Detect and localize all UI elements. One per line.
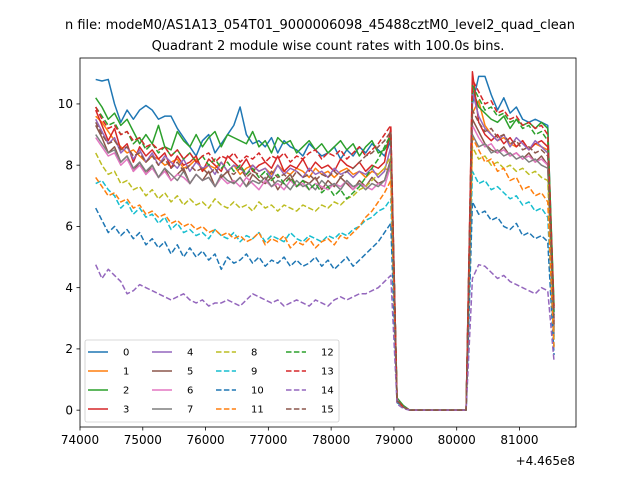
series-line-7 bbox=[95, 133, 555, 411]
legend-label-8: 8 bbox=[251, 348, 257, 359]
axes-frame bbox=[79, 57, 577, 428]
legend-label-13: 13 bbox=[321, 367, 334, 378]
figure-suptitle: n file: modeM0/AS1A13_054T01_9000006098_… bbox=[65, 18, 575, 33]
legend-label-9: 9 bbox=[251, 367, 257, 378]
y-tick-label: 8 bbox=[65, 158, 73, 172]
legend-label-14: 14 bbox=[321, 386, 334, 397]
legend-label-12: 12 bbox=[321, 348, 334, 359]
series-line-2 bbox=[95, 87, 555, 411]
y-tick-label: 2 bbox=[65, 342, 73, 356]
legend-label-1: 1 bbox=[123, 367, 129, 378]
legend-label-10: 10 bbox=[251, 386, 264, 397]
series-line-13 bbox=[95, 78, 555, 411]
series-line-8 bbox=[95, 146, 555, 411]
x-axis: 74000 75000 76000 77000 78000 79000 80000 81000 bbox=[61, 427, 539, 447]
series-line-4 bbox=[95, 90, 555, 411]
legend-label-7: 7 bbox=[187, 405, 193, 416]
x-tick-label: 75000 bbox=[124, 433, 162, 447]
series-line-11 bbox=[95, 136, 555, 411]
x-tick-label: 77000 bbox=[249, 433, 287, 447]
legend-label-3: 3 bbox=[123, 405, 129, 416]
series-line-10 bbox=[95, 201, 555, 411]
x-tick-label: 81000 bbox=[500, 433, 538, 447]
series-line-0 bbox=[95, 75, 555, 411]
legend-box bbox=[84, 339, 340, 423]
legend-label-4: 4 bbox=[187, 348, 193, 359]
series-line-15 bbox=[95, 109, 555, 411]
legend-label-5: 5 bbox=[187, 367, 193, 378]
y-tick-label: 4 bbox=[65, 281, 73, 295]
series-line-6 bbox=[95, 124, 555, 411]
y-tick-label: 6 bbox=[65, 220, 73, 234]
y-axis: 0 2 4 6 8 10 bbox=[58, 97, 80, 417]
x-tick-label: 79000 bbox=[375, 433, 413, 447]
legend-label-2: 2 bbox=[123, 386, 129, 397]
x-tick-label: 80000 bbox=[438, 433, 476, 447]
legend-label-0: 0 bbox=[123, 348, 129, 359]
legend-label-6: 6 bbox=[187, 386, 193, 397]
legend-label-15: 15 bbox=[321, 405, 334, 416]
chart-title: Quadrant 2 module wise count rates with … bbox=[152, 39, 505, 54]
y-tick-label: 0 bbox=[65, 403, 73, 417]
x-tick-label: 78000 bbox=[312, 433, 350, 447]
series-line-14 bbox=[95, 263, 555, 411]
x-tick-label: 74000 bbox=[61, 433, 99, 447]
series-layer bbox=[95, 71, 555, 411]
plot-area bbox=[95, 71, 555, 411]
y-tick-label: 10 bbox=[58, 97, 73, 111]
legend-label-11: 11 bbox=[251, 405, 264, 416]
x-offset-text: +4.465e8 bbox=[516, 454, 575, 468]
series-line-9 bbox=[95, 170, 555, 411]
x-tick-label: 76000 bbox=[186, 433, 224, 447]
